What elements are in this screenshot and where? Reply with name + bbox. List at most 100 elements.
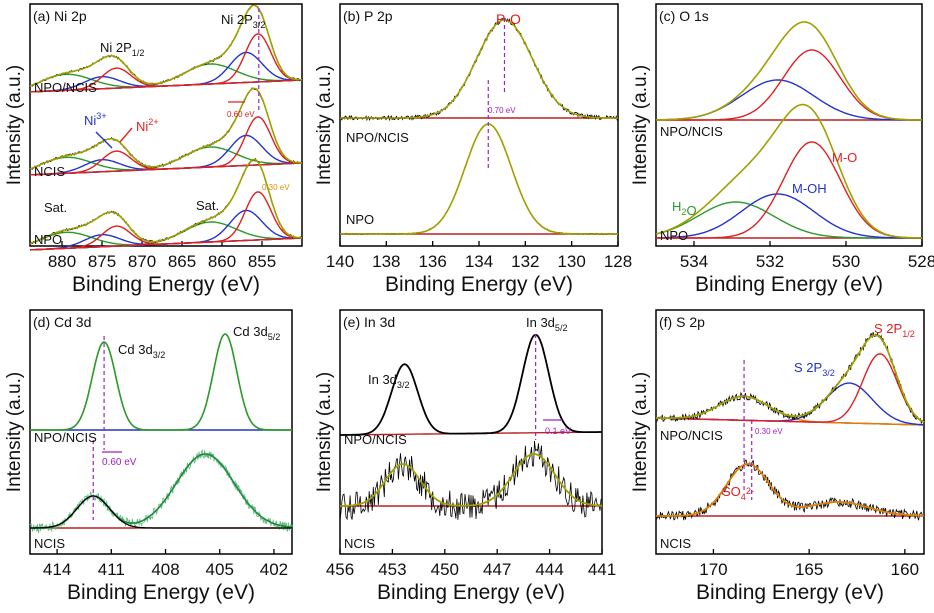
- fit-s2p12: [656, 353, 925, 423]
- x-tick-label: 444: [535, 560, 563, 579]
- raw-spectrum: [339, 440, 603, 521]
- peak-label: SO42-: [722, 484, 754, 502]
- x-tick-label: 411: [98, 560, 125, 579]
- peak-label: In 3d5/2: [526, 315, 568, 333]
- shift-label: 0.30 eV: [262, 183, 290, 192]
- peak-label: H2O: [672, 199, 697, 218]
- x-axis-title: Binding Energy (eV): [72, 273, 260, 296]
- sample-label: NPO/NCIS: [344, 432, 407, 447]
- panel-b: 140 138 136 134 132 130 128 (b) P 2p Intensity (…: [314, 3, 632, 296]
- fit-ni2: [29, 150, 303, 176]
- fit-envelope: [340, 123, 618, 235]
- x-tick-label: 528: [908, 252, 934, 271]
- peak-label: M-O: [832, 150, 857, 165]
- shift-label: 0.1 eV: [545, 426, 571, 436]
- x-axis-title: Binding Energy (eV): [67, 581, 255, 604]
- panel-d: 414 411 408 405 402 (d) Cd 3d Intensity (a.u.)…: [4, 309, 293, 604]
- sample-label: NPO: [34, 232, 62, 247]
- panel-e: 456 453 450 447 444 441 (e) In 3d Intensity (a.…: [314, 309, 616, 604]
- x-tick-label: 453: [378, 560, 406, 579]
- fit-ni2: [29, 225, 303, 251]
- x-tick-label: 532: [756, 252, 784, 271]
- sample-label: NPO/NCIS: [660, 428, 723, 443]
- sample-label: NCIS: [660, 536, 691, 551]
- x-tick-label: 128: [604, 252, 632, 271]
- peak-label: Ni2+: [136, 117, 159, 134]
- fit-peak: [30, 495, 292, 529]
- fit-envelope: [29, 87, 302, 170]
- x-tick-label: 405: [206, 560, 234, 579]
- panel-title: (d) Cd 3d: [33, 314, 91, 330]
- x-axis-title: Binding Energy (eV): [695, 273, 883, 296]
- peak-label: Ni3+: [84, 111, 107, 128]
- peak-label: In 3d3/2: [368, 372, 410, 390]
- x-tick-label: 875: [88, 252, 116, 271]
- x-axis-title: Binding Energy (eV): [696, 581, 884, 604]
- panel-title: (c) O 1s: [659, 8, 709, 24]
- plot-frame: [655, 309, 925, 555]
- sample-label: NCIS: [34, 536, 65, 551]
- fit-h2o: [655, 201, 922, 239]
- y-axis-title: Intensity (a.u.): [630, 372, 651, 492]
- sample-label: NPO/NCIS: [346, 130, 409, 145]
- panel-title: (e) In 3d: [343, 314, 395, 330]
- panel-f: 170 165 160 (f) S 2p Intensity (a.u.) Binding…: [630, 309, 925, 604]
- sample-label: NCIS: [344, 536, 375, 551]
- panel-title: (f) S 2p: [659, 314, 705, 330]
- y-axis-title: Intensity (a.u.): [314, 372, 335, 492]
- x-tick-label: 865: [168, 252, 196, 271]
- y-axis-title: Intensity (a.u.): [4, 65, 25, 185]
- peak-label: Cd 3d5/2: [233, 324, 280, 342]
- shift-label: 0.60 eV: [102, 457, 137, 468]
- x-tick-label: 414: [43, 560, 71, 579]
- raw-spectrum: [655, 459, 925, 521]
- peak-label: Sat.: [44, 200, 67, 215]
- arrow: [119, 127, 133, 143]
- fit-mo: [656, 141, 922, 239]
- x-tick-label: 450: [431, 560, 459, 579]
- plot-frame: [29, 3, 303, 247]
- fit-ni2: [29, 67, 303, 93]
- sample-label: NPO: [660, 228, 688, 243]
- x-tick-label: 855: [248, 252, 276, 271]
- sample-label: NPO: [346, 212, 374, 227]
- plot-frame: [655, 3, 923, 247]
- fit-envelope: [340, 453, 602, 507]
- x-tick-label: 134: [465, 252, 493, 271]
- arrow: [95, 131, 113, 149]
- fit-envelope: [656, 334, 925, 423]
- plot-frame: [339, 3, 619, 247]
- x-tick-label: 132: [511, 252, 539, 271]
- x-tick-label: 456: [326, 560, 354, 579]
- x-tick-label: 408: [151, 560, 179, 579]
- fit-envelope: [655, 21, 922, 121]
- x-tick-label: 402: [260, 560, 288, 579]
- shift-label: 0.30 eV: [755, 427, 783, 436]
- fit-envelope: [340, 19, 618, 119]
- x-axis-title: Binding Energy (eV): [377, 581, 565, 604]
- sample-label: NPO/NCIS: [34, 80, 97, 95]
- x-tick-label: 447: [483, 560, 511, 579]
- fit-envelope: [340, 333, 602, 436]
- peak-label: Ni 2P3/2: [221, 12, 265, 30]
- x-tick-label: 880: [48, 252, 76, 271]
- fit-envelope: [656, 462, 924, 517]
- panel-title: (a) Ni 2p: [33, 8, 87, 24]
- y-axis-title: Intensity (a.u.): [630, 65, 651, 185]
- peak-label: S 2P3/2: [794, 360, 835, 378]
- y-axis-title: Intensity (a.u.): [4, 372, 25, 492]
- panel-title: (b) P 2p: [343, 8, 393, 24]
- shift-label: 0.70 eV: [488, 106, 516, 115]
- panel-a: 880 875 870 865 860 855 (a) Ni 2p Intensity (a.…: [4, 3, 303, 296]
- peak-label: Cd 3d3/2: [118, 342, 165, 360]
- fit-envelope: [30, 333, 292, 431]
- sample-label: NPO/NCIS: [660, 124, 723, 139]
- peak-label: S 2P1/2: [874, 321, 915, 339]
- x-axis-title: Binding Energy (eV): [385, 273, 573, 296]
- peak-label: Ni 2P1/2: [100, 40, 144, 58]
- sample-label: NCIS: [34, 164, 65, 179]
- x-tick-label: 130: [557, 252, 585, 271]
- y-axis-title: Intensity (a.u.): [314, 65, 335, 185]
- peak-label: Sat.: [196, 198, 219, 213]
